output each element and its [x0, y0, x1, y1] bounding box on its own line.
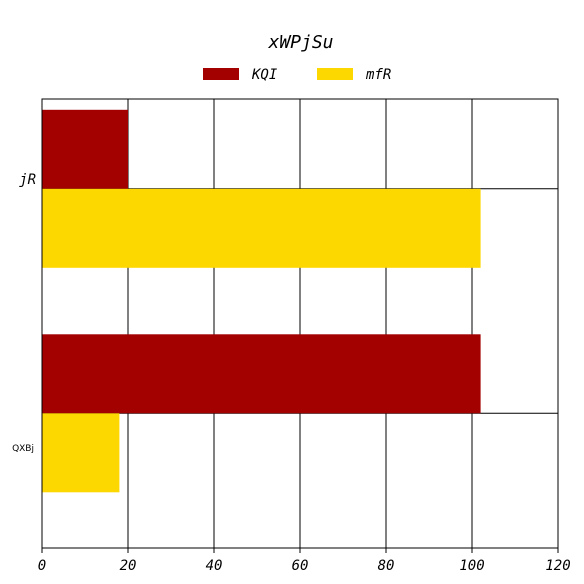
legend: KQI mfR [203, 67, 391, 83]
bar-KQI-jR [42, 109, 128, 189]
legend-label-kqi: KQI [251, 67, 278, 83]
x-tick-label-60: 60 [292, 558, 309, 574]
x-tick-label-0: 0 [38, 558, 46, 574]
bar-mfR-QXBj [42, 413, 120, 493]
x-tick-label-20: 20 [120, 558, 137, 574]
chart-title: xWPjSu [267, 32, 333, 53]
x-tick-label-120: 120 [545, 558, 570, 574]
legend-swatch-kqi [203, 68, 239, 80]
legend-swatch-mfr [317, 68, 353, 80]
bars [42, 109, 481, 493]
x-axis-ticks: 0 20 40 60 80 100 120 [38, 548, 571, 574]
bar-mfR-jR [42, 188, 481, 268]
legend-label-mfr: mfR [365, 67, 391, 83]
x-tick-label-80: 80 [378, 558, 395, 574]
category-label-jR: jR [19, 172, 36, 188]
category-label-QXBj: QXBj [12, 444, 34, 454]
bar-KQI-QXBj [42, 334, 481, 414]
x-tick-label-40: 40 [206, 558, 223, 574]
x-tick-label-100: 100 [459, 558, 484, 574]
